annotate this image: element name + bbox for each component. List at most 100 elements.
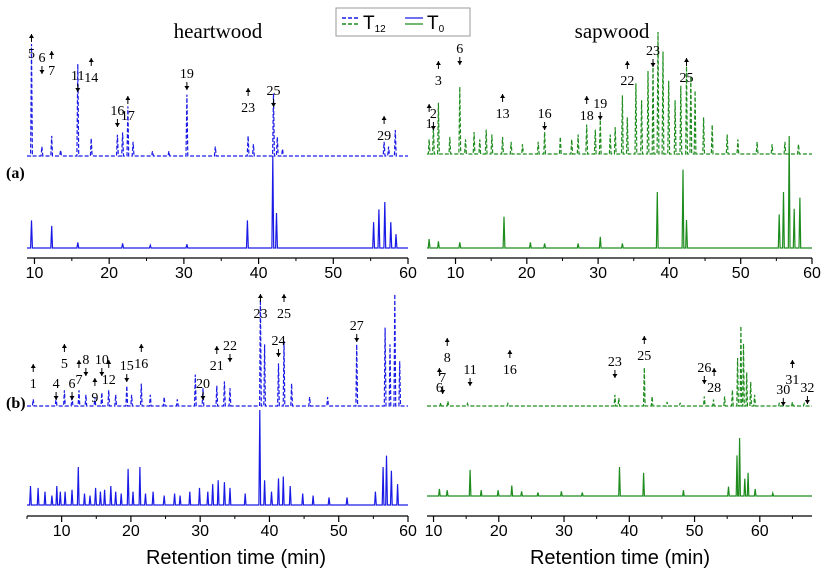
peak-arrowhead [354,338,360,342]
peak-arrowhead [39,70,45,74]
peak-arrowhead [711,368,717,372]
peak-arrowhead [641,336,647,340]
tick-label: 10 [447,265,465,282]
peak-arrowhead [227,358,233,362]
series-t0-b-sapwood [427,437,812,497]
peak-arrowhead [76,360,82,364]
peak-label: 8 [82,353,89,368]
tick-label: 10 [53,523,71,540]
peak-label: 16 [503,363,517,378]
peak-label: 23 [241,101,255,116]
tick-label: 50 [686,523,704,540]
tick-label: 30 [555,523,573,540]
peak-label: 23 [608,355,622,370]
peak-label: 7 [439,371,446,386]
tick-label: 20 [100,265,118,282]
peak-arrowhead [124,378,130,382]
peak-arrowhead [435,61,441,65]
peak-arrowhead [436,368,442,372]
peak-label: 24 [271,334,285,349]
peak-arrowhead [650,63,656,67]
legend: T12 T0 [335,7,471,37]
peak-arrowhead [75,88,81,92]
peak-arrowhead [61,344,67,348]
peak-arrowhead [88,58,94,62]
legend-label-t0: T0 [427,13,445,35]
tick-label: 30 [589,265,607,282]
tick-label: 40 [250,265,268,282]
tick-label: 60 [399,523,417,540]
peak-label: 26 [697,361,711,376]
peak-arrowhead [430,126,436,130]
peak-arrowhead [507,350,513,354]
tick-label: 20 [490,523,508,540]
legend-swatch-t0 [405,17,423,25]
tick-label: 50 [330,523,348,540]
peak-arrowhead [28,34,34,38]
tick-label: 60 [399,265,417,282]
series-t12-a-sapwood [427,31,812,155]
peak-label: 25 [267,84,281,99]
peak-arrowhead [789,360,795,364]
peak-arrowhead [804,400,810,404]
series-t12-a-heartwood [27,43,408,157]
peak-label: 23 [646,44,660,59]
peak-label: 6 [436,381,443,396]
peak-arrowhead [500,94,506,98]
legend-box [335,7,471,37]
peak-label: 16 [134,357,148,372]
row-label-b: (b) [6,395,26,412]
peak-arrowhead [457,61,463,65]
peak-arrowhead [83,372,89,376]
peak-label: 20 [196,377,210,392]
tick-label: 40 [620,523,638,540]
peak-arrowhead [275,353,281,357]
title-heartwood: heartwood [174,19,263,43]
peak-label: 1 [30,377,37,392]
tick-label: 60 [751,523,769,540]
peak-label: 29 [377,129,391,144]
peak-arrowhead [49,51,55,55]
legend-label-t12: T12 [363,13,386,35]
series-t12-b-sapwood [427,325,812,407]
peak-arrowhead [257,294,263,298]
peak-arrowhead [701,380,707,384]
peak-label: 22 [620,74,634,89]
peak-label: 4 [53,377,60,392]
peak-label: 21 [210,359,224,374]
title-sapwood: sapwood [575,19,650,43]
peak-label: 7 [75,373,82,388]
series-t0-a-sapwood [427,135,812,249]
peak-arrowhead [53,396,59,400]
peak-arrowhead [214,346,220,350]
peak-label: 19 [593,97,607,112]
peak-arrowhead [780,402,786,406]
tick-label: 10 [425,523,443,540]
peak-label: 31 [785,373,799,388]
peak-arrowhead [684,58,690,62]
peak-arrowhead [184,86,190,90]
peak-label: 27 [350,319,364,334]
peak-arrowhead [467,382,473,386]
peak-label: 13 [496,107,510,122]
series-t0-b-heartwood [27,409,408,506]
peak-arrowhead [245,88,251,92]
peak-label: 15 [120,359,134,374]
tick-label: 50 [732,265,750,282]
peak-arrowhead [440,390,446,394]
legend-swatch-t12 [342,17,360,25]
row-label-a: (a) [6,165,25,182]
peak-label: 17 [121,109,135,124]
peak-label: 8 [444,351,451,366]
peak-arrowhead [612,374,618,378]
peak-label: 25 [277,307,291,322]
peak-arrowhead [106,360,112,364]
peak-arrowhead [30,364,36,368]
tick-label: 30 [191,523,209,540]
peak-arrowhead [426,104,432,108]
peak-label: 16 [538,107,552,122]
series-t12-b-heartwood [27,293,408,407]
